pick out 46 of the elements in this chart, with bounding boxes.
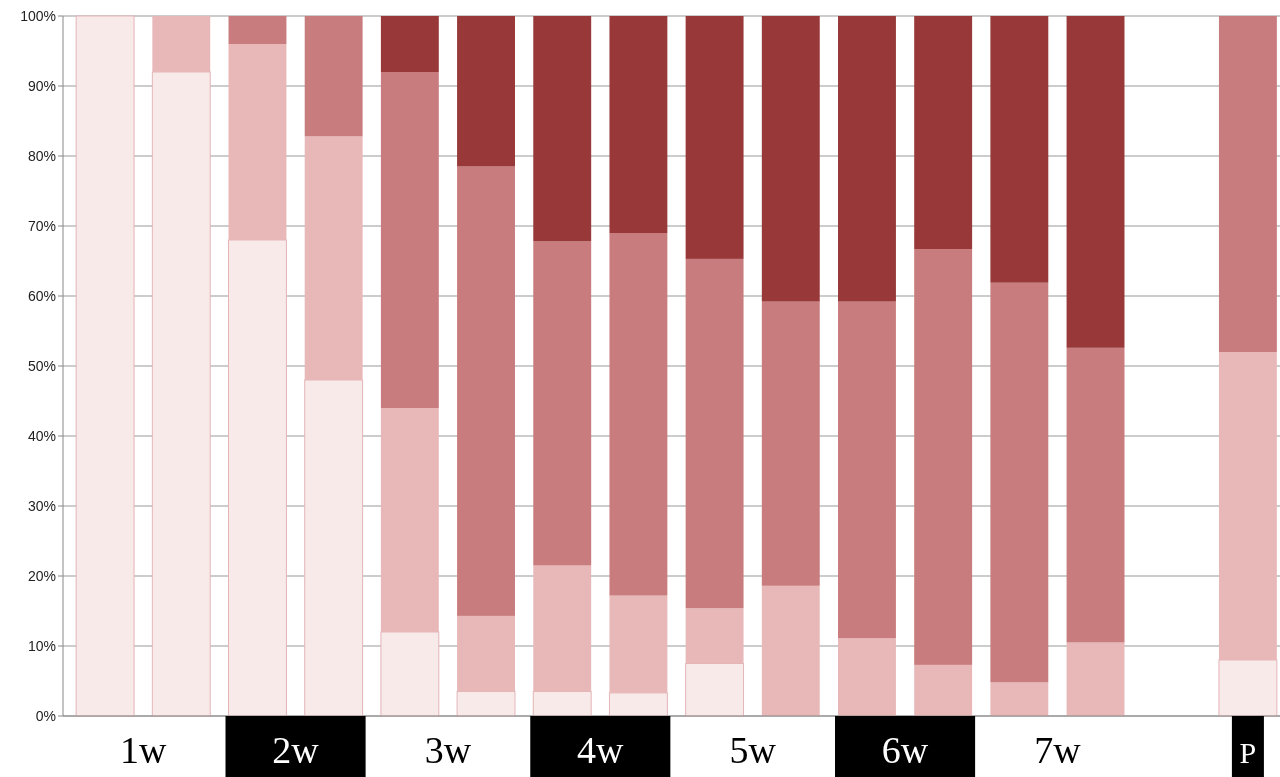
bar bbox=[990, 682, 1049, 716]
bar bbox=[609, 233, 668, 596]
x-tick-label: 1w bbox=[119, 729, 167, 771]
bar bbox=[685, 258, 744, 609]
bar bbox=[1066, 16, 1125, 348]
bar bbox=[761, 16, 820, 302]
y-tick-label: 70% bbox=[27, 217, 56, 234]
bar bbox=[75, 15, 135, 717]
bar bbox=[304, 16, 363, 137]
x-tick-label: 6w bbox=[881, 729, 929, 771]
bar bbox=[761, 301, 820, 586]
x-tick-label: 7w bbox=[1034, 729, 1082, 771]
x-tick-label: P bbox=[1239, 736, 1257, 769]
y-tick-label: 40% bbox=[27, 427, 56, 444]
bar bbox=[990, 16, 1049, 283]
bar bbox=[838, 16, 896, 302]
bar bbox=[609, 16, 668, 233]
bar bbox=[838, 301, 896, 639]
y-tick-label: 20% bbox=[27, 567, 56, 584]
y-tick-label: 100% bbox=[20, 7, 56, 24]
y-tick-label: 90% bbox=[27, 77, 56, 94]
bar bbox=[914, 16, 973, 250]
x-tick-label: 5w bbox=[729, 729, 777, 771]
bar bbox=[533, 16, 592, 242]
y-tick-label: 0% bbox=[35, 707, 56, 724]
bar bbox=[380, 72, 439, 408]
y-tick-label: 60% bbox=[27, 287, 56, 304]
y-tick-label: 10% bbox=[27, 637, 56, 654]
y-tick-label: 30% bbox=[27, 497, 56, 514]
bar bbox=[914, 249, 973, 665]
bar bbox=[457, 166, 515, 616]
bar bbox=[380, 16, 439, 72]
bar bbox=[533, 241, 592, 566]
bar bbox=[761, 585, 820, 716]
bar bbox=[1218, 16, 1277, 352]
bar bbox=[457, 16, 515, 167]
y-tick-label: 80% bbox=[27, 147, 56, 164]
x-tick-label: 2w bbox=[272, 729, 320, 771]
x-tick-label: 3w bbox=[424, 729, 472, 771]
bar bbox=[685, 16, 744, 259]
bar bbox=[990, 282, 1049, 683]
x-tick-label: 4w bbox=[577, 729, 625, 771]
y-tick-label: 50% bbox=[27, 357, 56, 374]
bar bbox=[1066, 642, 1125, 716]
bar bbox=[1066, 347, 1125, 643]
bar bbox=[228, 16, 287, 44]
